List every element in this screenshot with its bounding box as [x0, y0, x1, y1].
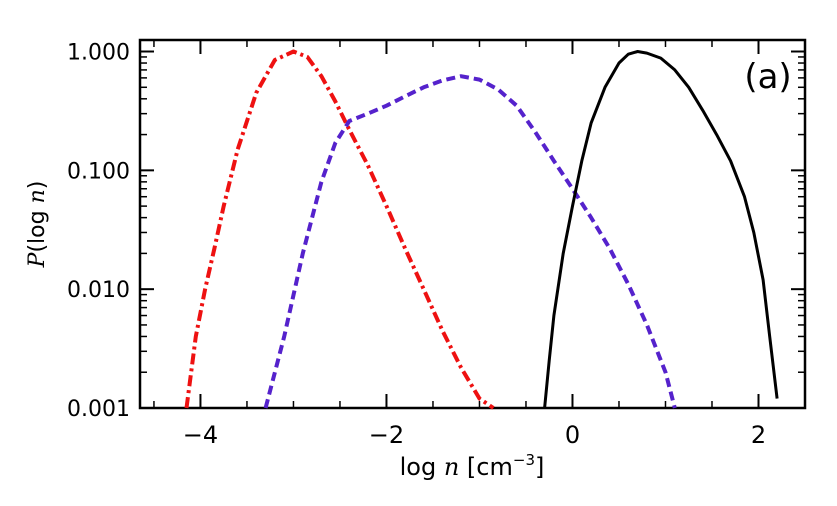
series-layer [184, 49, 779, 410]
x-tick-label: 0 [565, 421, 580, 449]
y-tick-label: 0.100 [67, 159, 130, 184]
x-tick-label: −4 [183, 421, 218, 449]
x-tick-label: 2 [751, 421, 766, 449]
axis-ticks: −4 −2 0 2 0.001 0.010 0.100 1.000 [67, 40, 806, 449]
series-line-3 [543, 50, 779, 409]
x-axis-label: log n [cm−3] [400, 451, 545, 481]
plot-frame [138, 38, 807, 410]
panel-label: (a) [744, 57, 791, 97]
series-line-1 [184, 49, 495, 410]
y-tick-label: 0.010 [67, 278, 130, 303]
y-tick-label: 0.001 [67, 397, 130, 422]
y-axis-label: P(log n) [25, 181, 50, 269]
y-tick-label: 1.000 [67, 41, 130, 66]
x-tick-label: −2 [369, 421, 404, 449]
series-line-2 [263, 74, 677, 409]
